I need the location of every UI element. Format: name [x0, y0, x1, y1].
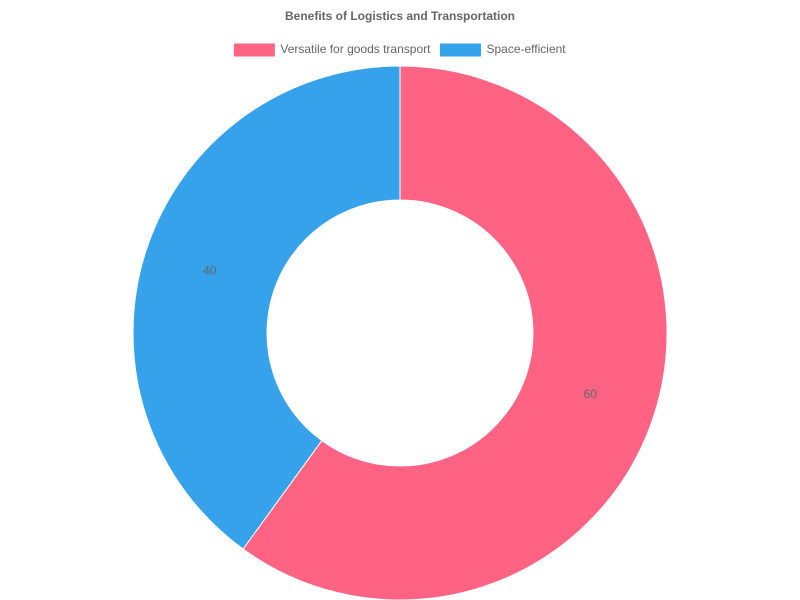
legend-label: Space-efficient	[486, 42, 566, 56]
legend-label: Versatile for goods transport	[280, 42, 431, 56]
segment	[242, 65, 668, 600]
data-label: 40	[203, 263, 217, 277]
chart-title: Benefits of Logistics and Transportation	[285, 9, 515, 23]
segment	[132, 65, 401, 550]
legend: Versatile for goods transport Space-effic…	[233, 42, 566, 57]
legend-swatch	[439, 43, 481, 57]
data-label: 60	[584, 387, 598, 401]
legend-swatch	[233, 43, 275, 57]
